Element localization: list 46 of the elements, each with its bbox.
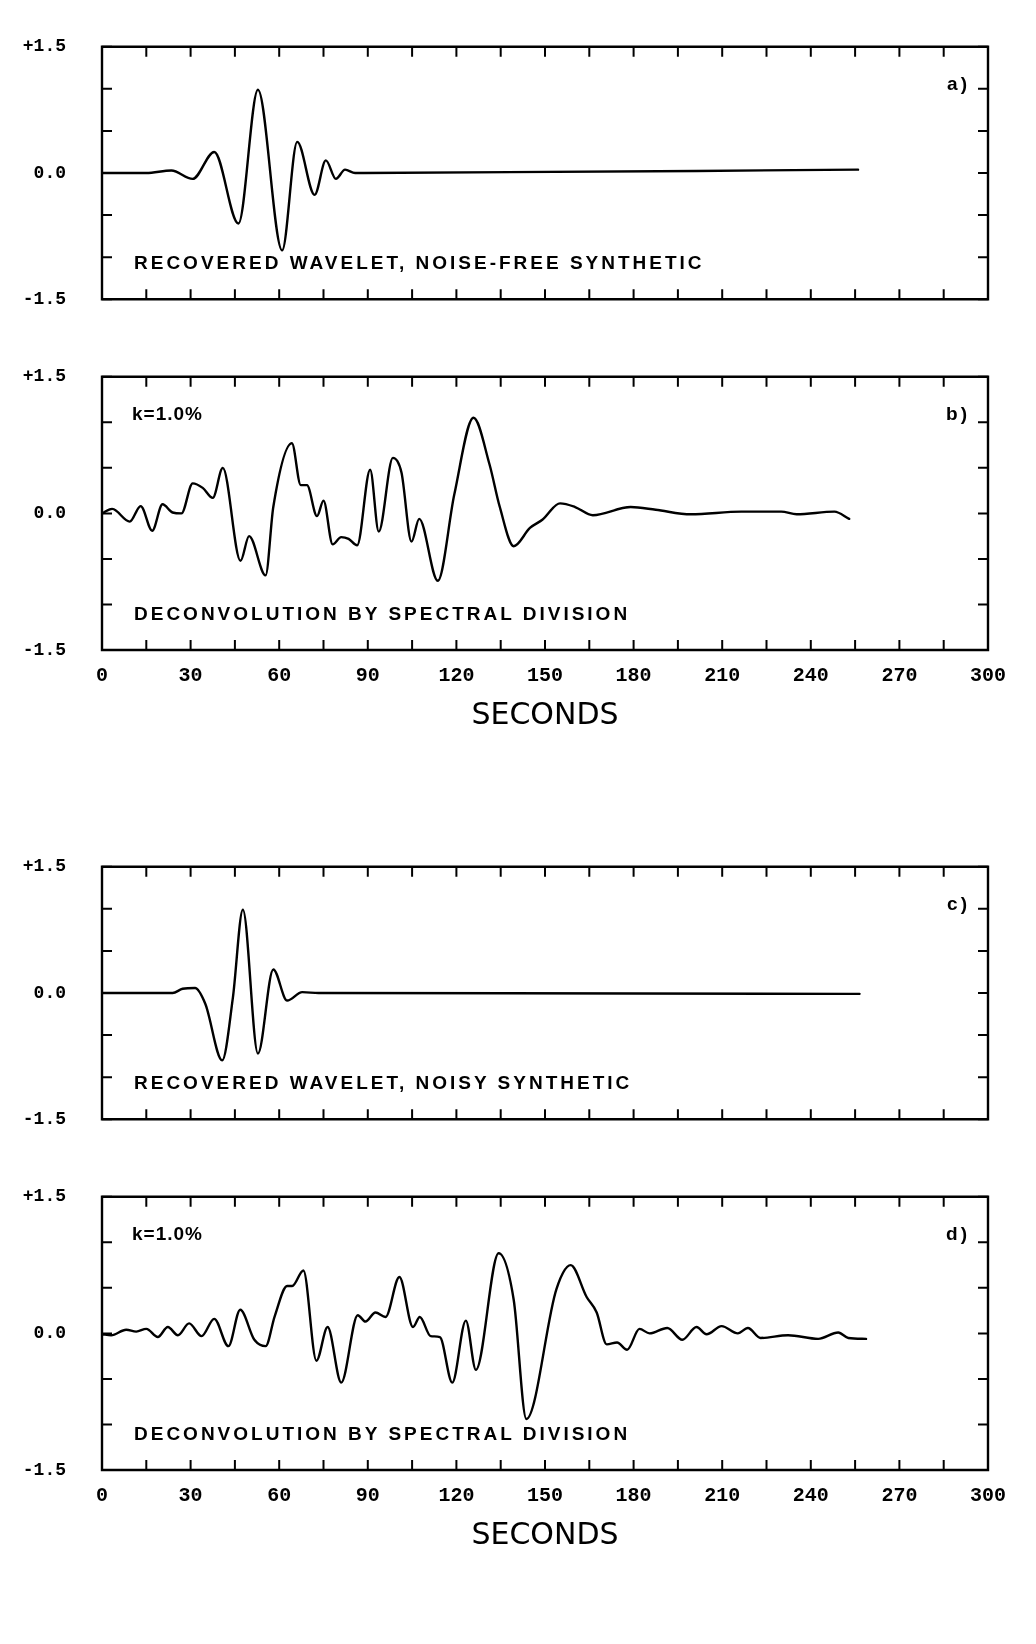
y-tick-label: -1.5 <box>22 288 66 309</box>
y-tick-label: +1.5 <box>22 856 66 877</box>
y-tick-label: 0.0 <box>33 1322 66 1343</box>
x-tick-label: 180 <box>615 664 652 688</box>
annotation: RECOVERED WAVELET, NOISE-FREE SYNTHETIC <box>134 251 705 273</box>
x-tick-label: 300 <box>969 664 1007 688</box>
annotation: d) <box>946 1222 970 1244</box>
x-tick-label: 120 <box>438 664 475 688</box>
x-tick-label: 180 <box>615 1484 652 1508</box>
x-tick-label: 150 <box>526 664 564 688</box>
x-tick-label: 270 <box>881 1484 918 1508</box>
annotation: DECONVOLUTION BY SPECTRAL DIVISION <box>134 602 631 624</box>
annotation: RECOVERED WAVELET, NOISY SYNTHETIC <box>134 1071 633 1093</box>
y-tick-label: +1.5 <box>22 366 66 387</box>
x-tick-label: 240 <box>792 1484 829 1508</box>
x-tick-label: 90 <box>355 1484 380 1508</box>
y-tick-label: -1.5 <box>22 1459 66 1480</box>
annotation: k=1.0% <box>132 402 203 424</box>
x-tick-label: 120 <box>438 1484 475 1508</box>
x-tick-label: 210 <box>704 1484 741 1508</box>
x-tick-label: 30 <box>178 664 203 688</box>
y-tick-label: +1.5 <box>22 36 66 57</box>
x-tick-label: 240 <box>792 664 829 688</box>
y-tick-label: -1.5 <box>22 639 66 660</box>
y-tick-label: 0.0 <box>33 982 66 1003</box>
annotation: k=1.0% <box>132 1222 203 1244</box>
y-tick-label: 0.0 <box>33 502 66 523</box>
x-tick-label: 60 <box>267 664 292 688</box>
annotation: c) <box>947 892 970 914</box>
x-tick-label: 300 <box>969 1484 1007 1508</box>
x-tick-label: 30 <box>178 1484 203 1508</box>
x-tick-label: 60 <box>267 1484 292 1508</box>
annotation: DECONVOLUTION BY SPECTRAL DIVISION <box>134 1422 631 1444</box>
y-tick-label: +1.5 <box>22 1186 66 1207</box>
x-tick-label: 150 <box>526 1484 564 1508</box>
x-tick-label: 270 <box>881 664 918 688</box>
y-tick-label: -1.5 <box>22 1108 66 1129</box>
x-tick-label: 210 <box>704 664 741 688</box>
x-axis-title: SECONDS <box>471 695 619 731</box>
y-tick-label: 0.0 <box>33 162 66 183</box>
annotation: b) <box>946 402 970 424</box>
x-axis-title: SECONDS <box>471 1515 619 1551</box>
x-tick-label: 0 <box>95 664 109 688</box>
x-tick-label: 0 <box>95 1484 109 1508</box>
annotation: a) <box>947 72 970 94</box>
x-tick-label: 90 <box>355 664 380 688</box>
